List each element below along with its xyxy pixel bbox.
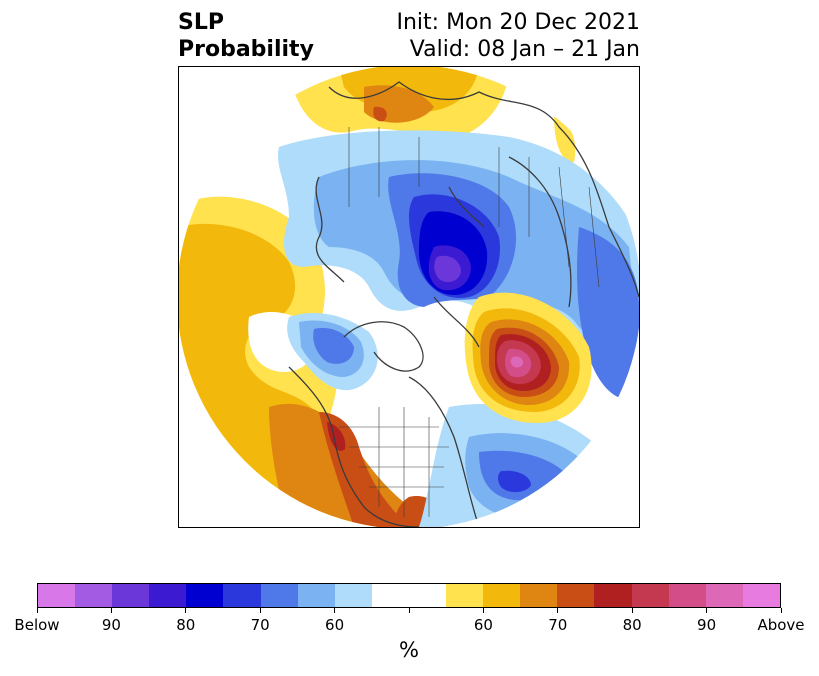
title-line-1: SLP bbox=[178, 10, 224, 35]
borders bbox=[339, 127, 600, 517]
colorbar-segment bbox=[520, 584, 558, 607]
colorbar-segment bbox=[483, 584, 521, 607]
colorbar-tick bbox=[557, 608, 559, 613]
colorbar-segment bbox=[297, 584, 335, 607]
colorbar-segment bbox=[742, 584, 780, 607]
arctic-below-region bbox=[277, 130, 639, 527]
colorbar-segment bbox=[705, 584, 743, 607]
colorbar-tick-label: 70 bbox=[250, 616, 270, 634]
colorbar-tick-label: 60 bbox=[325, 616, 345, 634]
colorbar-tick-label: Below bbox=[14, 616, 60, 634]
atlantic-above-region bbox=[464, 292, 592, 423]
colorbar-segment bbox=[149, 584, 187, 607]
colorbar-segment bbox=[38, 584, 76, 607]
colorbar-segment bbox=[112, 584, 150, 607]
colorbar-tick-label: Above bbox=[757, 616, 805, 634]
colorbar-tick bbox=[408, 608, 410, 613]
colorbar-segment bbox=[75, 584, 113, 607]
valid-range: Valid: 08 Jan – 21 Jan bbox=[409, 37, 640, 62]
colorbar-tick bbox=[185, 608, 187, 613]
colorbar-tick bbox=[631, 608, 633, 613]
colorbar-tick bbox=[36, 608, 38, 613]
colorbar-tick-label: 80 bbox=[176, 616, 196, 634]
colorbar-tick-label: 90 bbox=[697, 616, 717, 634]
colorbar-segment bbox=[223, 584, 261, 607]
colorbar-unit: % bbox=[399, 638, 419, 662]
map-title: SLP Probability bbox=[178, 9, 314, 63]
colorbar-segment bbox=[334, 584, 372, 607]
colorbar-tick bbox=[780, 608, 782, 613]
map-dates: Init: Mon 20 Dec 2021 Valid: 08 Jan – 21… bbox=[397, 9, 641, 63]
probability-field bbox=[179, 67, 639, 527]
colorbar-tick-label: 70 bbox=[548, 616, 568, 634]
init-date: Init: Mon 20 Dec 2021 bbox=[396, 10, 641, 35]
colorbar bbox=[37, 583, 781, 608]
map-canvas bbox=[179, 67, 639, 527]
colorbar-segment bbox=[408, 584, 447, 607]
colorbar-segment bbox=[668, 584, 706, 607]
colorbar-segment bbox=[594, 584, 632, 607]
colorbar-tick bbox=[482, 608, 484, 613]
colorbar-tick bbox=[110, 608, 112, 613]
colorbar-segment bbox=[186, 584, 224, 607]
coastlines bbox=[288, 81, 639, 527]
colorbar-segment bbox=[446, 584, 484, 607]
eurasia-above-region bbox=[289, 67, 576, 163]
colorbar-segment bbox=[557, 584, 595, 607]
colorbar-segment bbox=[371, 584, 409, 607]
colorbar-tick-label: 60 bbox=[473, 616, 493, 634]
colorbar-tick bbox=[259, 608, 261, 613]
probability-map bbox=[178, 66, 640, 528]
title-line-2: Probability bbox=[178, 37, 314, 62]
colorbar-tick-label: 80 bbox=[622, 616, 642, 634]
colorbar-tick bbox=[334, 608, 336, 613]
colorbar-segment bbox=[260, 584, 298, 607]
colorbar-tick-label: 90 bbox=[101, 616, 121, 634]
colorbar-tick bbox=[706, 608, 708, 613]
colorbar-segment bbox=[631, 584, 669, 607]
